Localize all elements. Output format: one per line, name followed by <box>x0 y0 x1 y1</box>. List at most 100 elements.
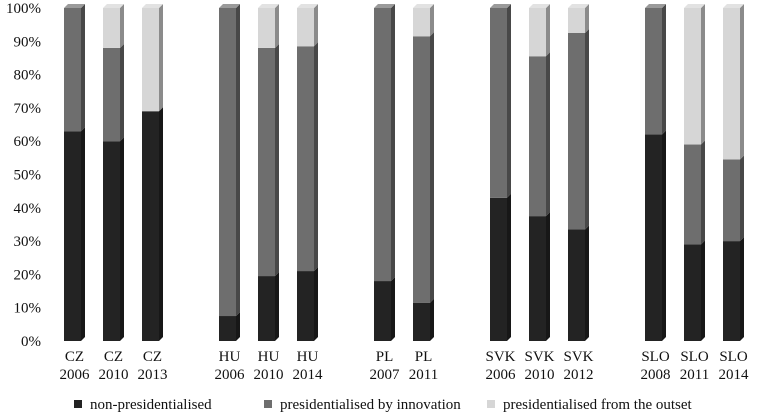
bar-top-face <box>529 4 550 8</box>
x-category-year: 2007 <box>370 367 401 383</box>
y-tick-label: 0% <box>21 334 41 350</box>
bar-segment-side <box>430 298 434 341</box>
legend-label: presidentialised by innovation <box>280 397 461 413</box>
bar-segment-side <box>585 4 589 33</box>
bar-segment <box>297 46 314 272</box>
bar-segment-side <box>662 130 666 341</box>
bar-segment-side <box>507 193 511 341</box>
bar-stack <box>490 4 511 341</box>
bar-segment-side <box>159 107 163 341</box>
bar-segment <box>258 276 275 341</box>
x-category-label: CZ <box>104 349 123 365</box>
x-category-label: SLO <box>641 349 670 365</box>
y-tick-label: 20% <box>14 267 42 283</box>
bar-segment-side <box>507 4 511 198</box>
bar-segment-side <box>314 4 318 47</box>
bar-segment <box>219 8 236 317</box>
y-tick-label: 10% <box>14 301 42 317</box>
x-category-label: PL <box>415 349 433 365</box>
bar-segment-side <box>430 32 434 303</box>
bar-segment-side <box>662 4 666 135</box>
bar-segment <box>723 8 740 160</box>
y-tick-label: 40% <box>14 201 42 217</box>
bar-stack <box>142 4 163 341</box>
bar-top-face <box>413 4 434 8</box>
bar-segment-side <box>81 4 85 132</box>
bar-stack <box>684 4 705 341</box>
bar-stack <box>103 4 124 341</box>
bar-segment-side <box>740 4 744 160</box>
bar-segment-side <box>275 4 279 48</box>
bar-segment-side <box>701 240 705 341</box>
bar-segment-side <box>159 4 163 112</box>
x-category-year: 2011 <box>409 367 438 383</box>
x-category-year: 2006 <box>215 367 246 383</box>
bar-segment-side <box>546 212 550 341</box>
y-tick-label: 90% <box>14 34 42 50</box>
bar-segment <box>64 8 81 132</box>
bar-segment <box>103 8 120 48</box>
bar-top-face <box>103 4 124 8</box>
x-category-year: 2014 <box>293 367 324 383</box>
bar-segment-side <box>430 4 434 37</box>
bar-segment <box>413 36 430 303</box>
y-tick-label: 80% <box>14 68 42 84</box>
y-tick-label: 50% <box>14 168 42 184</box>
bar-segment <box>529 216 546 341</box>
x-category-label: SLO <box>719 349 748 365</box>
x-category-year: 2010 <box>254 367 284 383</box>
bar-segment <box>142 8 159 112</box>
bar-segment-side <box>546 4 550 57</box>
y-tick-label: 60% <box>14 134 42 150</box>
x-category-year: 2006 <box>486 367 517 383</box>
bar-segment-side <box>585 225 589 341</box>
bar-segment-side <box>585 28 589 230</box>
bar-segment <box>103 141 120 341</box>
legend-label: presidentialised from the outset <box>503 397 693 413</box>
bar-top-face <box>490 4 511 8</box>
bar-top-face <box>297 4 318 8</box>
bar-stack <box>413 4 434 341</box>
bar-top-face <box>142 4 163 8</box>
bar-top-face <box>568 4 589 8</box>
bar-segment-side <box>120 137 124 341</box>
bar-segment <box>684 8 701 145</box>
bar-segment-side <box>546 52 550 217</box>
bar-stack <box>645 4 666 341</box>
bar-segment-side <box>236 4 240 317</box>
bar-segment-side <box>236 312 240 341</box>
bar-top-face <box>64 4 85 8</box>
bar-segment <box>64 131 81 341</box>
bar-segment-side <box>740 155 744 242</box>
bar-segment <box>568 229 585 341</box>
legend-label: non-presidentialised <box>90 397 212 413</box>
bar-segment-side <box>120 43 124 142</box>
x-category-label: PL <box>376 349 394 365</box>
bar-segment-side <box>275 43 279 277</box>
x-category-year: 2012 <box>564 367 594 383</box>
x-category-year: 2006 <box>60 367 91 383</box>
bar-segment <box>723 241 740 341</box>
legend-swatch <box>74 400 82 408</box>
bar-segment <box>529 56 546 217</box>
x-category-year: 2008 <box>641 367 671 383</box>
bar-top-face <box>684 4 705 8</box>
y-tick-label: 100% <box>6 1 41 17</box>
bar-top-face <box>219 4 240 8</box>
bar-segment-side <box>391 277 395 341</box>
bar-segment <box>645 8 662 135</box>
bar-segment-side <box>314 42 318 272</box>
bar-segment <box>645 134 662 341</box>
bar-segment <box>490 8 507 198</box>
legend-swatch <box>487 400 495 408</box>
x-category-label: CZ <box>65 349 84 365</box>
bar-segment <box>142 111 159 341</box>
x-category-label: HU <box>258 349 280 365</box>
x-category-label: SVK <box>485 349 515 365</box>
bar-segment <box>258 47 275 277</box>
bar-segment-side <box>740 237 744 341</box>
bar-stack <box>374 4 395 341</box>
x-category-year: 2011 <box>680 367 709 383</box>
x-category-year: 2013 <box>138 367 168 383</box>
